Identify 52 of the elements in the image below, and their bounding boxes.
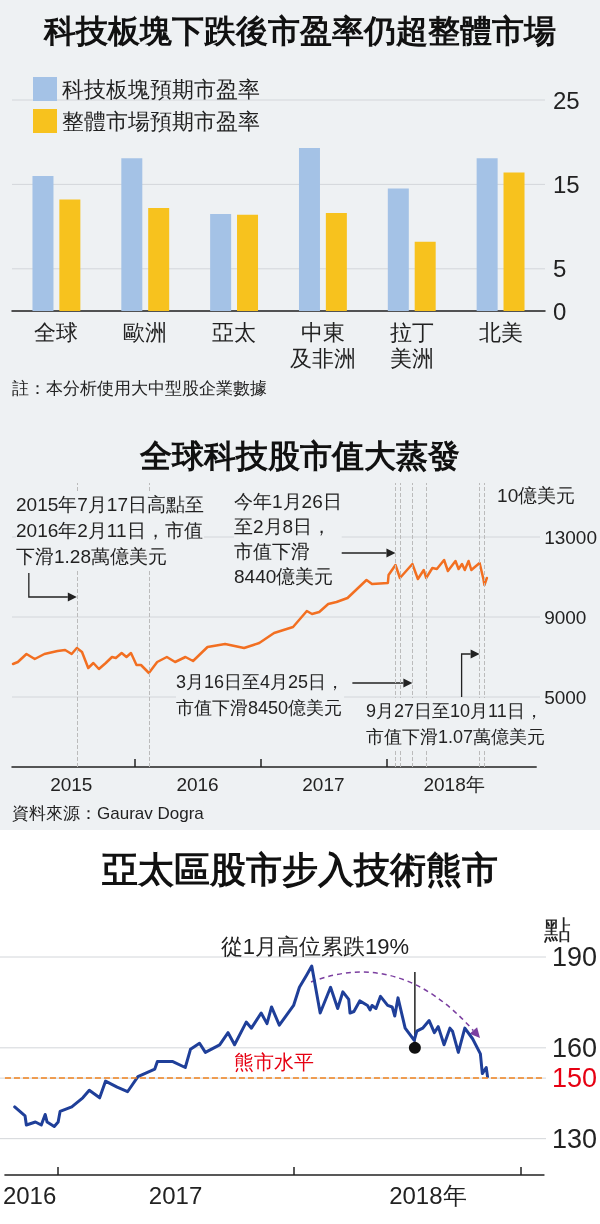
bar — [503, 172, 525, 311]
x-tick-label: 全球 — [34, 319, 79, 345]
annotation: 9月27日至10月11日，市值下滑1.07萬億美元 — [366, 701, 546, 747]
chart-title: 亞太區股市步入技術熊市 — [101, 848, 498, 890]
y-tick-label: 25 — [553, 86, 580, 114]
bar — [32, 175, 54, 311]
bar — [387, 188, 409, 311]
x-tick-label: 北美 — [478, 319, 523, 345]
bar — [148, 208, 170, 311]
annotation: 3月16日至4月25日，市值下滑8450億美元 — [176, 672, 345, 718]
x-tick-label: 2018年 — [423, 774, 485, 795]
x-tick-label: 2017 — [302, 774, 345, 795]
bar — [210, 213, 232, 311]
x-tick-label: 歐洲 — [123, 319, 168, 345]
bar — [237, 214, 259, 311]
y-tick-label: 5 — [553, 255, 567, 283]
y-tick-label: 160 — [551, 1032, 598, 1063]
line-series — [13, 964, 490, 1129]
text: 註：本分析使用大中型股企業數據 — [12, 379, 267, 398]
x-tick-label: 2016 — [176, 774, 219, 795]
x-tick-label: 2015 — [50, 774, 93, 795]
bar — [298, 148, 320, 311]
x-tick-label: 中東及非洲 — [289, 319, 356, 371]
bar — [59, 199, 81, 311]
annotation: 今年1月26日至2月8日，市值下滑8440億美元 — [234, 491, 342, 587]
y-axis-title: 點 — [542, 914, 571, 945]
y-tick-label: 9000 — [544, 606, 587, 628]
x-tick-label: 2016 — [2, 1181, 57, 1209]
y-tick-label: 5000 — [544, 686, 587, 708]
y-tick-label: 13000 — [544, 526, 598, 548]
legend-label: 整體市場預期市盈率 — [62, 108, 260, 134]
y-tick-label: 190 — [551, 942, 598, 972]
y-tick-label: 15 — [553, 170, 580, 198]
chart-title: 科技板塊下跌後市盈率仍超整體市場 — [43, 13, 556, 49]
x-tick-label: 亞太 — [212, 319, 257, 345]
y-axis-title: 10億美元 — [497, 485, 576, 506]
source-note: 資料來源：Gaurav Dogra — [12, 803, 205, 823]
ref-line-label: 熊市水平 — [234, 1051, 315, 1074]
bar — [121, 158, 143, 311]
annotation: 2015年7月17日高點至2016年2月11日，市值下滑1.28萬億美元 — [16, 493, 204, 567]
bar — [414, 241, 436, 311]
x-tick-label: 2018年 — [389, 1181, 467, 1209]
chart-title: 全球科技股市值大蒸發 — [139, 438, 460, 474]
bar — [476, 158, 498, 311]
bar — [325, 213, 347, 311]
x-tick-label: 拉丁美洲 — [389, 319, 434, 371]
y-tick-label: 130 — [551, 1123, 598, 1154]
y-tick-label: 0 — [553, 297, 567, 325]
x-tick-label: 2017 — [148, 1181, 203, 1209]
y-tick-label: 150 — [551, 1063, 598, 1094]
legend-label: 科技板塊預期市盈率 — [62, 76, 260, 102]
annotation: 從1月高位累跌19% — [220, 933, 410, 959]
